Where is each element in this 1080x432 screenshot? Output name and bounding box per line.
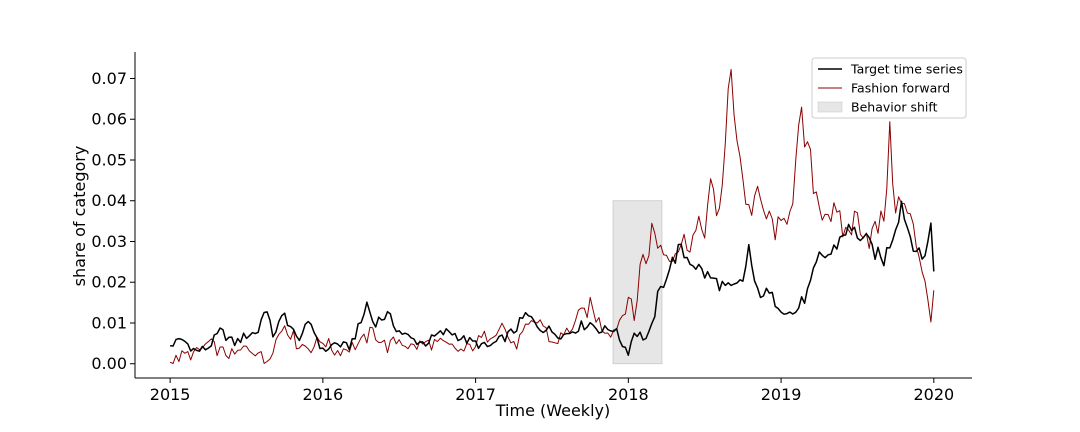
y-tick-label: 0.06 bbox=[91, 110, 127, 129]
target-time-series-line bbox=[170, 200, 935, 356]
y-tick-label: 0.05 bbox=[91, 150, 127, 169]
y-tick-label: 0.01 bbox=[91, 313, 127, 332]
legend-frame bbox=[811, 57, 967, 119]
x-tick-label: 2015 bbox=[150, 385, 191, 404]
x-ticks: 2015 2016 2017 2018 2019 2020 bbox=[150, 378, 954, 404]
legend-item-fashion-forward: Fashion forward bbox=[818, 81, 950, 96]
x-tick-label: 2020 bbox=[913, 385, 954, 404]
axes bbox=[134, 52, 972, 379]
y-tick-label: 0.00 bbox=[91, 354, 127, 373]
legend-item-behavior-shift: Behavior shift bbox=[817, 100, 938, 115]
behavior-shift-region bbox=[612, 200, 663, 365]
series-layer bbox=[169, 69, 935, 364]
y-ticks: 0.00 0.01 0.02 0.03 0.04 0.05 0.06 0.07 bbox=[91, 69, 135, 373]
fashion-forward-line bbox=[169, 69, 935, 364]
x-axis-title: Time (Weekly) bbox=[495, 401, 610, 420]
legend-label: Target time series bbox=[850, 62, 963, 77]
y-tick-label: 0.03 bbox=[91, 232, 127, 251]
x-tick-label: 2017 bbox=[455, 385, 496, 404]
legend-label: Fashion forward bbox=[851, 81, 950, 96]
y-tick-label: 0.04 bbox=[91, 191, 127, 210]
x-tick-label: 2016 bbox=[303, 385, 344, 404]
y-tick-label: 0.07 bbox=[91, 69, 127, 88]
x-tick-label: 2018 bbox=[608, 385, 649, 404]
x-tick-label: 2019 bbox=[761, 385, 802, 404]
legend-item-target-time-series: Target time series bbox=[818, 62, 963, 77]
y-axis-title: share of category bbox=[70, 146, 89, 287]
shaded-region-layer bbox=[612, 200, 663, 365]
y-tick-label: 0.02 bbox=[91, 273, 127, 292]
legend-label: Behavior shift bbox=[851, 100, 938, 115]
legend: Target time series Fashion forward Behavio… bbox=[811, 57, 967, 119]
legend-swatch bbox=[817, 101, 843, 113]
